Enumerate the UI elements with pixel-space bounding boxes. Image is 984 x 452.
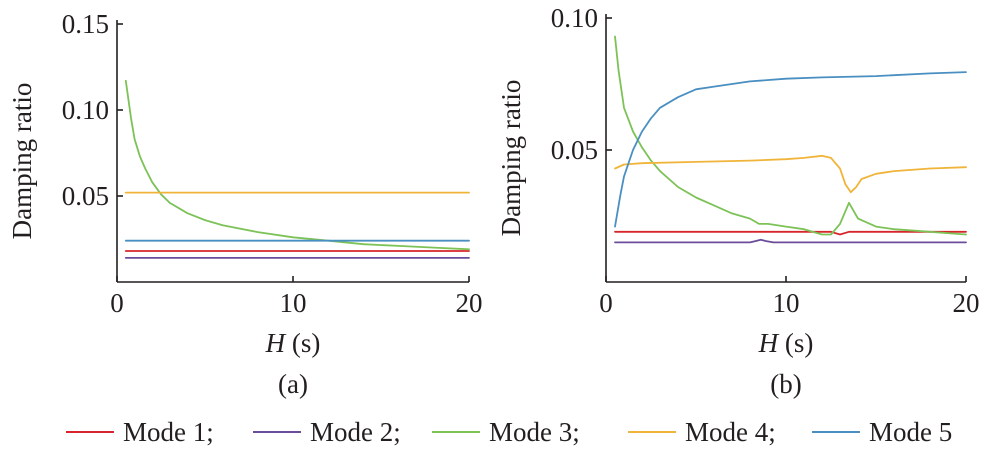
chart-panel-b: 0.05 0.10 0 10 20 Damping ratio H (s) (b) [496,3,980,399]
x-tick-label: 20 [456,288,483,318]
legend-label: Mode 1; [123,417,214,447]
legend-label: Mode 2; [310,417,401,447]
legend-label: Mode 3; [489,417,580,447]
legend-label: Mode 5 [869,417,952,447]
panel-label: (b) [770,369,801,399]
x-axis-title: H (s) [265,328,321,358]
series-line-mode-4 [614,154,967,194]
x-tick-label: 0 [110,288,124,318]
x-tick-label: 10 [773,288,800,318]
x-tick-label: 10 [280,288,307,318]
x-axis-title-variable: H [265,328,287,358]
series-line-mode-5 [614,71,967,228]
panel-label: (a) [278,369,308,399]
x-axis-title: H (s) [758,328,814,358]
y-tick-label: 0.10 [62,95,109,125]
y-tick-label: 0.05 [551,135,598,165]
series-line-mode-3 [614,35,967,236]
series-line-mode-1 [614,230,967,236]
legend: Mode 1; Mode 2; Mode 3; Mode 4; Mode 5 [66,417,952,447]
x-axis-title-unit: (s) [778,328,813,358]
y-axis-title: Damping ratio [7,83,37,240]
x-axis-title-unit: (s) [285,328,320,358]
y-tick-label: 0.15 [62,9,109,39]
legend-label: Mode 4; [685,417,776,447]
y-tick-label: 0.05 [62,181,109,211]
y-axis-title: Damping ratio [496,80,526,237]
series-line-mode-3 [124,79,470,251]
chart-panel-a: 0.05 0.10 0.15 0 10 20 Damping ratio H (s) (a) [7,9,483,399]
x-tick-label: 0 [599,288,613,318]
y-tick-label: 0.10 [551,3,598,33]
series-line-mode-2 [614,238,967,244]
x-axis-title-variable: H [758,328,780,358]
x-tick-label: 20 [953,288,980,318]
